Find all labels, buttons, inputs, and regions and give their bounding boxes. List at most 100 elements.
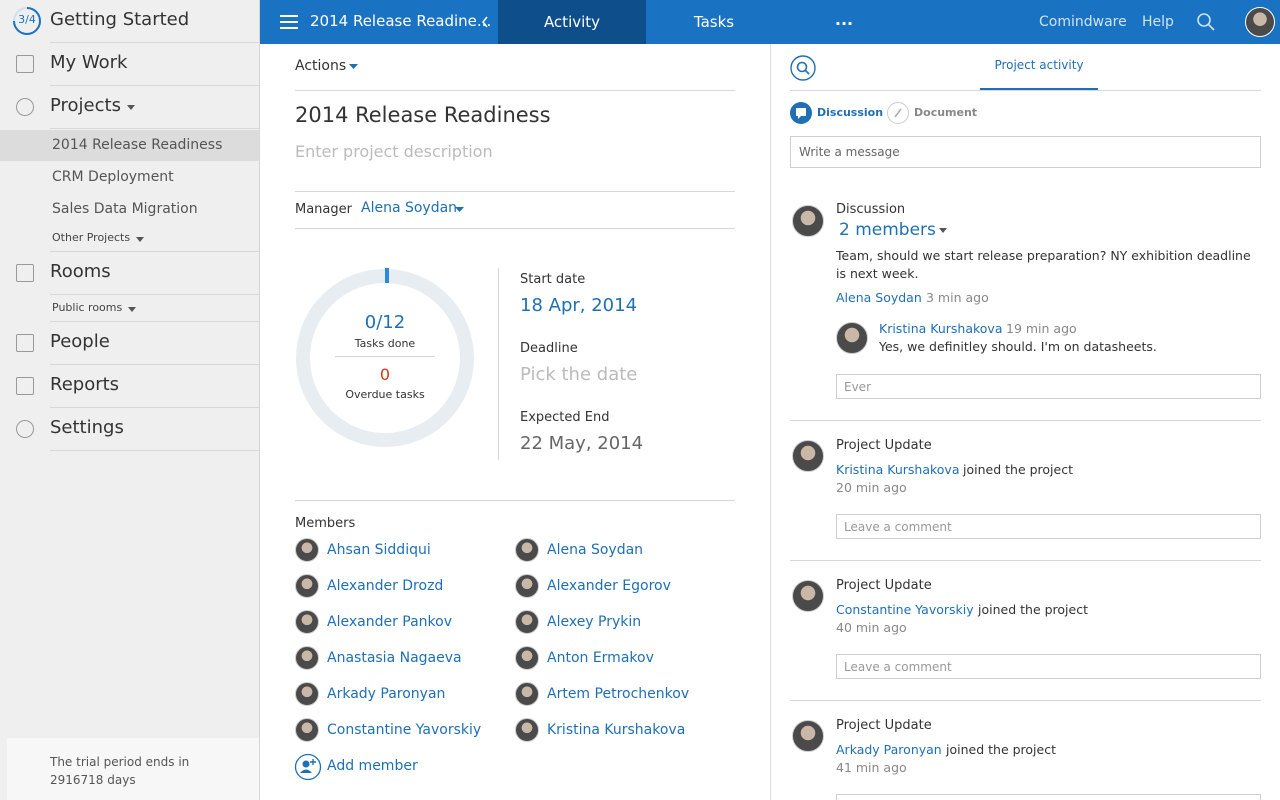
- user[interactable]: Kristina Kurshakova: [836, 462, 960, 477]
- member-avatar[interactable]: [295, 646, 319, 670]
- divider: [790, 420, 1261, 421]
- feed-text: Team, should we start release preparatio…: [836, 248, 1251, 281]
- search-button[interactable]: [790, 55, 816, 81]
- divider: [50, 450, 259, 451]
- divider: [50, 42, 259, 43]
- avatar: [792, 580, 824, 612]
- add-member[interactable]: Add member: [327, 758, 418, 774]
- member-avatar[interactable]: [295, 538, 319, 562]
- sidebar: 3/4 Getting Started My Work Projects 2014 R…: [0, 0, 260, 800]
- mode[interactable]: Discussion: [817, 106, 884, 119]
- members-link[interactable]: 2 members: [839, 220, 936, 240]
- nav-more[interactable]: Other Projects: [52, 231, 131, 244]
- collapse-icon[interactable]: [481, 16, 489, 28]
- progress-value: 0/12: [364, 312, 406, 333]
- manager-label: Manager: [295, 202, 352, 217]
- divider: [50, 364, 259, 365]
- description-input[interactable]: Enter project description: [295, 142, 493, 161]
- feed-title: Project Update: [836, 438, 932, 453]
- nav-item[interactable]: Rooms: [50, 261, 111, 282]
- tab[interactable]: Project activity: [994, 58, 1084, 72]
- caret: [127, 105, 135, 110]
- reply-author[interactable]: Kristina Kurshakova: [879, 321, 1003, 336]
- link[interactable]: Comindware: [1039, 14, 1127, 30]
- nav-item[interactable]: Settings: [50, 417, 124, 438]
- divider: [295, 90, 735, 91]
- tab[interactable]: Tasks: [693, 13, 735, 31]
- link[interactable]: Help: [1142, 14, 1174, 30]
- nav-item[interactable]: Getting Started: [50, 9, 190, 30]
- member-name[interactable]: Alexander Egorov: [547, 578, 671, 594]
- member-avatar[interactable]: [515, 718, 539, 742]
- nav-more[interactable]: Public rooms: [52, 301, 123, 314]
- member-avatar[interactable]: [515, 682, 539, 706]
- nav-subitem[interactable]: CRM Deployment: [52, 169, 174, 185]
- actions[interactable]: Actions: [295, 58, 347, 74]
- member-name[interactable]: Anton Ermakov: [547, 650, 654, 666]
- more-tab[interactable]: ...: [834, 10, 854, 29]
- member-avatar[interactable]: [515, 646, 539, 670]
- manager[interactable]: Alena Soydan: [361, 200, 458, 216]
- divider: [790, 700, 1261, 701]
- member-avatar[interactable]: [295, 682, 319, 706]
- project-title: 2014 Release Readiness: [295, 103, 551, 127]
- search-icon[interactable]: [1196, 12, 1216, 32]
- comment-input[interactable]: Ever: [836, 374, 1261, 399]
- comment-input[interactable]: Leave a comment: [836, 654, 1261, 679]
- nav-subitem[interactable]: 2014 Release Readiness: [52, 137, 223, 153]
- member-avatar[interactable]: [515, 538, 539, 562]
- menu-icon[interactable]: [280, 14, 298, 30]
- nav-subitem[interactable]: Sales Data Migration: [52, 201, 198, 217]
- message-input[interactable]: Write a message: [790, 136, 1261, 168]
- member-name[interactable]: Alexander Pankov: [327, 614, 453, 630]
- add-member-icon[interactable]: [294, 753, 322, 781]
- comment-input[interactable]: Leave a comment: [836, 514, 1261, 539]
- member-avatar[interactable]: [295, 574, 319, 598]
- nav-item[interactable]: My Work: [50, 52, 128, 73]
- members-label: Members: [295, 516, 356, 531]
- feed-text: joined the project: [963, 462, 1073, 477]
- nav-icon: [16, 55, 34, 73]
- member-avatar[interactable]: [515, 574, 539, 598]
- nav-icon: [16, 98, 34, 116]
- comment-input[interactable]: Leave a comment: [836, 794, 1261, 800]
- member-name[interactable]: Anastasia Nagaeva: [327, 650, 462, 666]
- tab[interactable]: Activity: [543, 13, 601, 31]
- discussion-icon[interactable]: [790, 102, 812, 124]
- time: 3 min ago: [926, 290, 989, 305]
- member-avatar[interactable]: [295, 610, 319, 634]
- mode[interactable]: Document: [914, 106, 978, 119]
- date-label: Start date: [520, 272, 586, 287]
- member-name[interactable]: Alexey Prykin: [547, 614, 642, 630]
- member-name[interactable]: Artem Petrochenkov: [547, 686, 690, 702]
- author[interactable]: Alena Soydan: [836, 290, 922, 305]
- member-name[interactable]: Arkady Paronyan: [327, 686, 446, 702]
- user[interactable]: Constantine Yavorskiy: [836, 602, 974, 617]
- avatar: [836, 322, 868, 354]
- selected-bg: [0, 130, 259, 161]
- time: 20 min ago: [836, 480, 907, 495]
- avatar: [792, 720, 824, 752]
- member-name[interactable]: Ahsan Siddiqui: [327, 542, 431, 558]
- project-name[interactable]: 2014 Release Readine...: [310, 12, 492, 30]
- divider: [50, 128, 259, 129]
- date-value[interactable]: 18 Apr, 2014: [520, 295, 638, 316]
- member-name[interactable]: Alexander Drozd: [327, 578, 444, 594]
- member-name[interactable]: Alena Soydan: [547, 542, 644, 558]
- member-name[interactable]: Kristina Kurshakova: [547, 722, 686, 738]
- user-avatar[interactable]: [1245, 7, 1275, 37]
- document-icon[interactable]: [887, 102, 909, 124]
- date-value[interactable]: Pick the date: [520, 364, 638, 385]
- nav-item[interactable]: Projects: [50, 95, 121, 116]
- user[interactable]: Arkady Paronyan: [836, 742, 942, 757]
- date-value[interactable]: 22 May, 2014: [520, 433, 644, 454]
- member-name[interactable]: Constantine Yavorskiy: [327, 722, 482, 738]
- member-avatar[interactable]: [295, 718, 319, 742]
- member-avatar[interactable]: [515, 610, 539, 634]
- feed-title: Project Update: [836, 578, 932, 593]
- divider: [50, 251, 259, 252]
- nav-item[interactable]: Reports: [50, 374, 120, 395]
- nav-item[interactable]: People: [50, 331, 110, 352]
